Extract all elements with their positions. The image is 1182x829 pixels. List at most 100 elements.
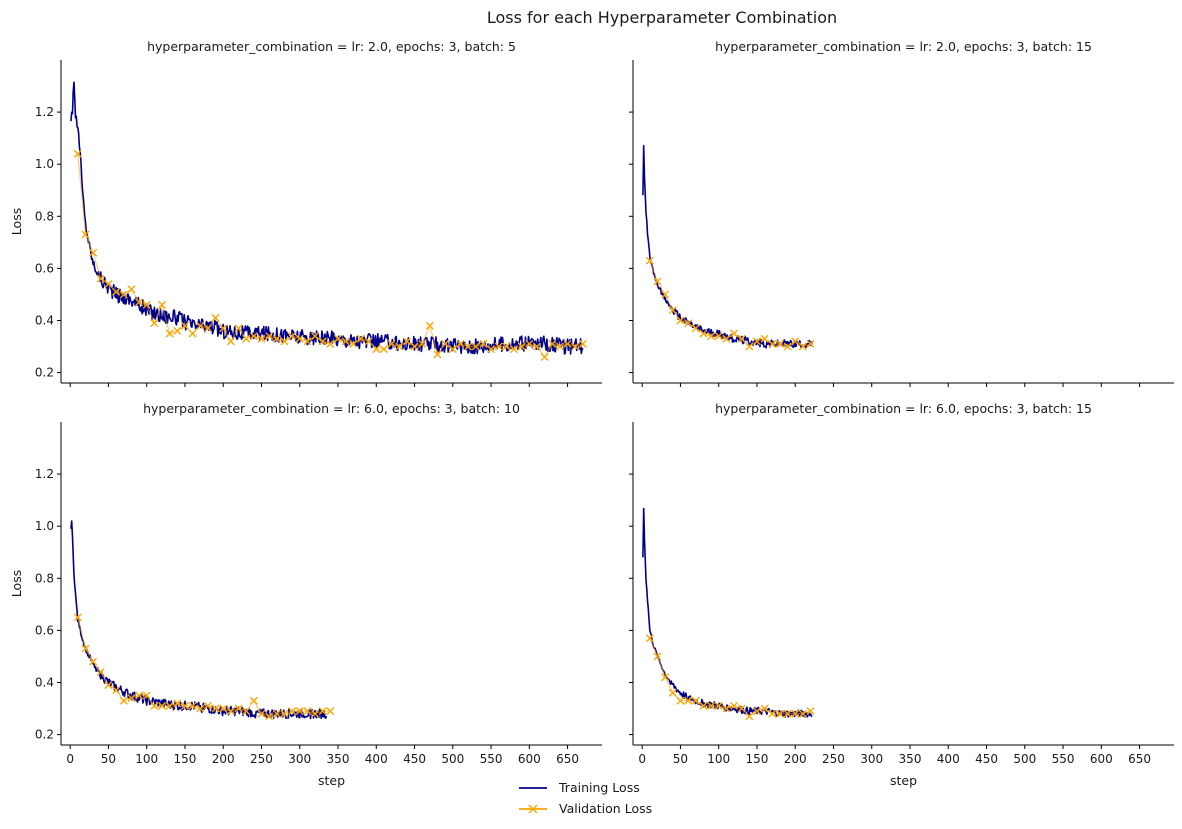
validation-loss-marker bbox=[707, 332, 716, 341]
validation-loss-marker bbox=[699, 329, 708, 338]
validation-loss-marker bbox=[127, 285, 136, 294]
validation-loss-marker bbox=[234, 704, 243, 713]
x-tick-label: 650 bbox=[556, 752, 579, 766]
validation-loss-marker bbox=[379, 345, 388, 354]
validation-loss-marker bbox=[272, 334, 281, 343]
validation-loss-marker bbox=[532, 342, 541, 351]
validation-loss-marker bbox=[311, 332, 320, 341]
x-tick-label: 100 bbox=[135, 752, 158, 766]
validation-loss-marker bbox=[188, 329, 197, 338]
validation-loss-marker bbox=[471, 342, 480, 351]
validation-loss-marker bbox=[150, 701, 159, 710]
y-tick-label: 0.4 bbox=[35, 675, 54, 689]
validation-loss-marker bbox=[806, 707, 815, 716]
validation-loss-marker bbox=[525, 339, 534, 348]
validation-loss-marker bbox=[661, 290, 670, 299]
x-tick-label: 350 bbox=[327, 752, 350, 766]
validation-loss-marker bbox=[737, 704, 746, 713]
validation-loss-marker bbox=[456, 339, 465, 348]
validation-loss-marker bbox=[798, 342, 807, 351]
validation-loss-marker bbox=[203, 701, 212, 710]
validation-loss-marker bbox=[791, 337, 800, 346]
validation-loss-marker bbox=[441, 339, 450, 348]
validation-loss-marker bbox=[540, 352, 549, 361]
validation-loss-marker bbox=[571, 342, 580, 351]
training-loss-line bbox=[70, 520, 328, 720]
validation-loss-marker bbox=[760, 334, 769, 343]
validation-loss-marker bbox=[150, 319, 159, 328]
validation-loss-marker bbox=[295, 707, 304, 716]
validation-loss-marker bbox=[714, 332, 723, 341]
facet-panel-1: hyperparameter_combination = lr: 2.0, ep… bbox=[9, 39, 602, 387]
validation-loss-marker bbox=[196, 321, 205, 330]
validation-loss-marker bbox=[119, 696, 128, 705]
validation-loss-marker bbox=[730, 701, 739, 710]
validation-loss-marker bbox=[295, 334, 304, 343]
validation-loss-marker bbox=[180, 701, 189, 710]
validation-loss-marker bbox=[433, 350, 442, 359]
x-tick-label: 500 bbox=[441, 752, 464, 766]
validation-loss-marker bbox=[661, 673, 670, 682]
validation-loss-marker bbox=[745, 712, 754, 721]
figure-title: Loss for each Hyperparameter Combination bbox=[487, 8, 837, 27]
validation-loss-marker bbox=[257, 334, 266, 343]
validation-loss-marker bbox=[364, 337, 373, 346]
validation-loss-marker bbox=[326, 339, 335, 348]
x-tick-label: 200 bbox=[784, 752, 807, 766]
validation-loss-marker bbox=[257, 709, 266, 718]
validation-loss-marker bbox=[188, 701, 197, 710]
validation-loss-marker bbox=[684, 696, 693, 705]
validation-loss-marker bbox=[242, 707, 251, 716]
x-tick-label: 550 bbox=[1052, 752, 1075, 766]
y-tick-label: 0.4 bbox=[35, 313, 54, 327]
x-tick-label: 50 bbox=[101, 752, 116, 766]
x-tick-label: 650 bbox=[1128, 752, 1151, 766]
panel-title: hyperparameter_combination = lr: 2.0, ep… bbox=[715, 39, 1092, 54]
validation-loss-marker bbox=[119, 290, 128, 299]
validation-loss-marker bbox=[555, 342, 564, 351]
validation-loss-marker bbox=[334, 334, 342, 343]
validation-loss-marker bbox=[104, 280, 113, 289]
validation-loss-marker bbox=[691, 324, 700, 333]
x-tick-label: 600 bbox=[1090, 752, 1113, 766]
legend-label: Training Loss bbox=[558, 780, 640, 795]
y-tick-label: 1.0 bbox=[35, 157, 54, 171]
validation-loss-marker bbox=[425, 321, 434, 330]
validation-loss-marker bbox=[219, 324, 228, 333]
validation-loss-marker bbox=[760, 704, 769, 713]
validation-loss-marker bbox=[265, 332, 274, 341]
validation-loss-line bbox=[77, 617, 331, 717]
panel-title: hyperparameter_combination = lr: 2.0, ep… bbox=[147, 39, 516, 54]
x-tick-label: 200 bbox=[212, 752, 235, 766]
validation-loss-marker bbox=[653, 652, 662, 661]
validation-loss-marker bbox=[783, 709, 792, 718]
x-tick-label: 100 bbox=[707, 752, 730, 766]
facet-panel-4: hyperparameter_combination = lr: 6.0, ep… bbox=[629, 401, 1174, 788]
validation-loss-marker bbox=[173, 699, 182, 708]
panel-title: hyperparameter_combination = lr: 6.0, ep… bbox=[715, 401, 1092, 416]
x-axis-label: step bbox=[318, 773, 345, 788]
validation-loss-marker bbox=[783, 342, 792, 351]
x-tick-label: 400 bbox=[937, 752, 960, 766]
validation-loss-marker bbox=[73, 613, 82, 622]
validation-loss-marker bbox=[180, 321, 189, 330]
validation-loss-marker bbox=[165, 329, 174, 338]
validation-loss-marker bbox=[226, 707, 235, 716]
validation-loss-marker bbox=[714, 701, 723, 710]
validation-loss-marker bbox=[691, 696, 700, 705]
y-tick-label: 1.0 bbox=[35, 519, 54, 533]
validation-loss-line bbox=[649, 637, 811, 718]
y-tick-label: 1.2 bbox=[35, 467, 54, 481]
validation-loss-marker bbox=[775, 709, 784, 718]
validation-loss-marker bbox=[676, 696, 685, 705]
training-loss-line bbox=[642, 507, 813, 718]
legend-label: Validation Loss bbox=[559, 801, 652, 816]
y-tick-label: 1.2 bbox=[35, 105, 54, 119]
validation-loss-marker bbox=[768, 709, 777, 718]
x-tick-label: 350 bbox=[899, 752, 922, 766]
facet-panel-3: hyperparameter_combination = lr: 6.0, ep… bbox=[9, 401, 602, 788]
validation-loss-marker bbox=[464, 342, 473, 351]
validation-loss-marker bbox=[768, 339, 777, 348]
validation-loss-marker bbox=[395, 342, 404, 351]
